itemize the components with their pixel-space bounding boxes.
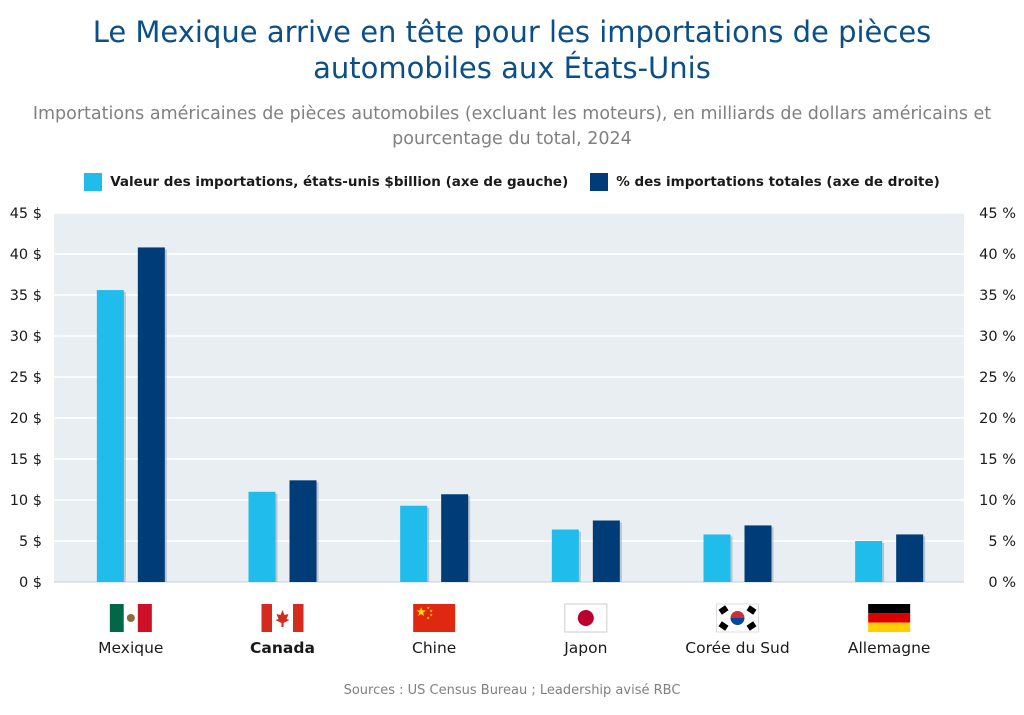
x-category-label: Japon xyxy=(563,639,607,657)
y-right-tick-label: 35 % xyxy=(979,288,1016,304)
bar-value xyxy=(248,491,276,582)
chart-title: Le Mexique arrive en tête pour les impor… xyxy=(92,15,932,85)
y-right-tick-label: 40 % xyxy=(979,247,1016,263)
bar-percent xyxy=(896,534,924,582)
y-right-tick-label: 10 % xyxy=(979,493,1016,509)
y-right-tick-label: 15 % xyxy=(979,452,1016,468)
y-right-tick-label: 45 % xyxy=(979,206,1016,222)
bar-value xyxy=(400,505,428,582)
bar-value xyxy=(96,290,124,582)
y-left-tick-label: 45 $ xyxy=(10,206,42,222)
bar-value xyxy=(551,529,579,582)
south-korea-flag-icon xyxy=(716,603,759,633)
y-left-tick-label: 5 $ xyxy=(19,534,42,550)
y-right-tick-label: 20 % xyxy=(979,411,1016,427)
y-left-tick-label: 30 $ xyxy=(10,329,42,345)
legend-swatch-value xyxy=(84,173,103,191)
legend-item-percent: % des importations totales (axe de droit… xyxy=(590,173,940,191)
bar-value xyxy=(703,534,731,582)
y-left-tick-label: 40 $ xyxy=(10,247,42,263)
bar-percent xyxy=(137,247,165,582)
y-right-tick-label: 30 % xyxy=(979,329,1016,345)
canada-flag-icon xyxy=(261,604,304,632)
legend-swatch-percent xyxy=(590,173,609,191)
y-right-tick-label: 25 % xyxy=(979,370,1016,386)
y-left-tick-label: 25 $ xyxy=(10,370,42,386)
x-category-label: Allemagne xyxy=(848,639,931,657)
y-right-tick-label: 5 % xyxy=(988,534,1016,550)
germany-flag-icon xyxy=(868,604,911,632)
chart-subtitle: Importations américaines de pièces autom… xyxy=(32,104,992,149)
x-category-label: Chine xyxy=(412,639,456,657)
x-category-label: Corée du Sud xyxy=(685,639,789,657)
legend-label-value: Valeur des importations, états-unis $bil… xyxy=(110,174,569,190)
plot-area xyxy=(54,213,964,582)
y-left-tick-label: 15 $ xyxy=(10,452,42,468)
bar-value xyxy=(855,541,883,582)
bar-percent xyxy=(744,525,772,582)
y-left-tick-label: 0 $ xyxy=(19,575,42,591)
x-category-label: Mexique xyxy=(98,639,163,657)
china-flag-icon xyxy=(413,604,456,632)
japan-flag-icon xyxy=(564,603,608,633)
bar-percent xyxy=(441,494,469,582)
x-category-label: Canada xyxy=(250,639,315,657)
mexico-flag-icon xyxy=(109,604,152,632)
y-left-tick-label: 20 $ xyxy=(10,411,42,427)
legend-item-value: Valeur des importations, états-unis $bil… xyxy=(84,173,568,191)
y-right-tick-label: 0 % xyxy=(988,575,1016,591)
chart-legend: Valeur des importations, états-unis $bil… xyxy=(0,173,1024,191)
bar-percent xyxy=(289,480,317,582)
bar-percent xyxy=(592,520,620,582)
y-left-tick-label: 10 $ xyxy=(10,493,42,509)
legend-label-percent: % des importations totales (axe de droit… xyxy=(616,174,940,190)
source-note: Sources : US Census Bureau ; Leadership … xyxy=(343,683,681,698)
y-left-tick-label: 35 $ xyxy=(10,288,42,304)
